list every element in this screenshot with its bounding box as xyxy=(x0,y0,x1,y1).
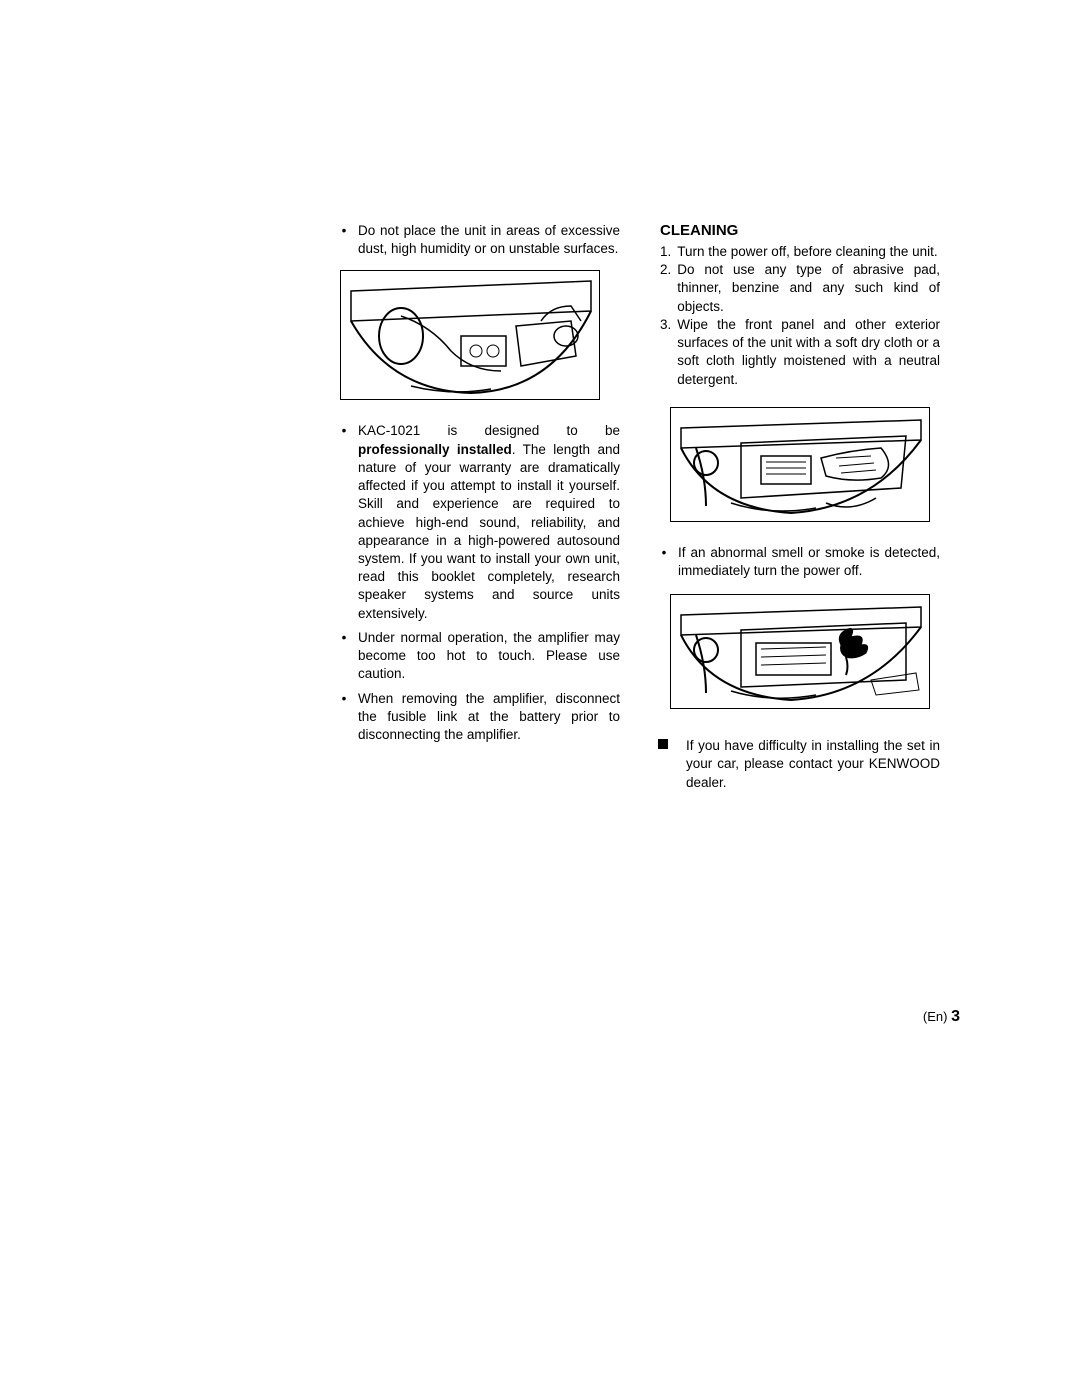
page-number: (En) 3 xyxy=(923,1008,960,1026)
item-text: Turn the power off, before cleaning the … xyxy=(677,243,940,261)
bullet-item: • If an abnormal smell or smoke is detec… xyxy=(660,544,940,580)
text-run: KAC-1021 is designed to be xyxy=(358,423,620,438)
text-run: . The length and nature of your warranty… xyxy=(358,442,620,621)
square-bullet-icon xyxy=(658,737,676,792)
numbered-item: 3. Wipe the front panel and other exteri… xyxy=(660,316,940,389)
bullet-text: Do not place the unit in areas of excess… xyxy=(358,222,620,258)
bullet-item: • Under normal operation, the amplifier … xyxy=(340,629,620,684)
bullet-icon: • xyxy=(340,222,348,258)
item-number: 2. xyxy=(660,261,671,316)
page-content: • Do not place the unit in areas of exce… xyxy=(340,222,950,798)
illustration-car-placement xyxy=(340,270,600,400)
bullet-text: When removing the amplifier, disconnect … xyxy=(358,690,620,745)
numbered-item: 1. Turn the power off, before cleaning t… xyxy=(660,243,940,261)
item-text: Do not use any type of abrasive pad, thi… xyxy=(677,261,940,316)
illustration-smoke xyxy=(670,594,930,709)
bullet-text: If an abnormal smell or smoke is detecte… xyxy=(678,544,940,580)
bullet-item: • KAC-1021 is designed to be professiona… xyxy=(340,422,620,622)
right-column: CLEANING 1. Turn the power off, before c… xyxy=(660,222,940,798)
bullet-icon: • xyxy=(340,422,348,622)
illustration-cleaning xyxy=(670,407,930,522)
square-note: If you have difficulty in installing the… xyxy=(658,737,940,792)
bullet-item: • Do not place the unit in areas of exce… xyxy=(340,222,620,258)
text-bold: professionally installed xyxy=(358,442,512,457)
numbered-item: 2. Do not use any type of abrasive pad, … xyxy=(660,261,940,316)
page-number-value: 3 xyxy=(951,1008,960,1025)
bullet-icon: • xyxy=(340,629,348,684)
left-column: • Do not place the unit in areas of exce… xyxy=(340,222,620,798)
bullet-icon: • xyxy=(340,690,348,745)
page-lang-label: (En) xyxy=(923,1009,948,1024)
item-number: 1. xyxy=(660,243,671,261)
note-text: If you have difficulty in installing the… xyxy=(686,737,940,792)
bullet-text: Under normal operation, the amplifier ma… xyxy=(358,629,620,684)
cleaning-heading: CLEANING xyxy=(660,222,940,239)
item-number: 3. xyxy=(660,316,671,389)
bullet-item: • When removing the amplifier, disconnec… xyxy=(340,690,620,745)
bullet-text: KAC-1021 is designed to be professionall… xyxy=(358,422,620,622)
bullet-icon: • xyxy=(660,544,668,580)
item-text: Wipe the front panel and other exterior … xyxy=(677,316,940,389)
